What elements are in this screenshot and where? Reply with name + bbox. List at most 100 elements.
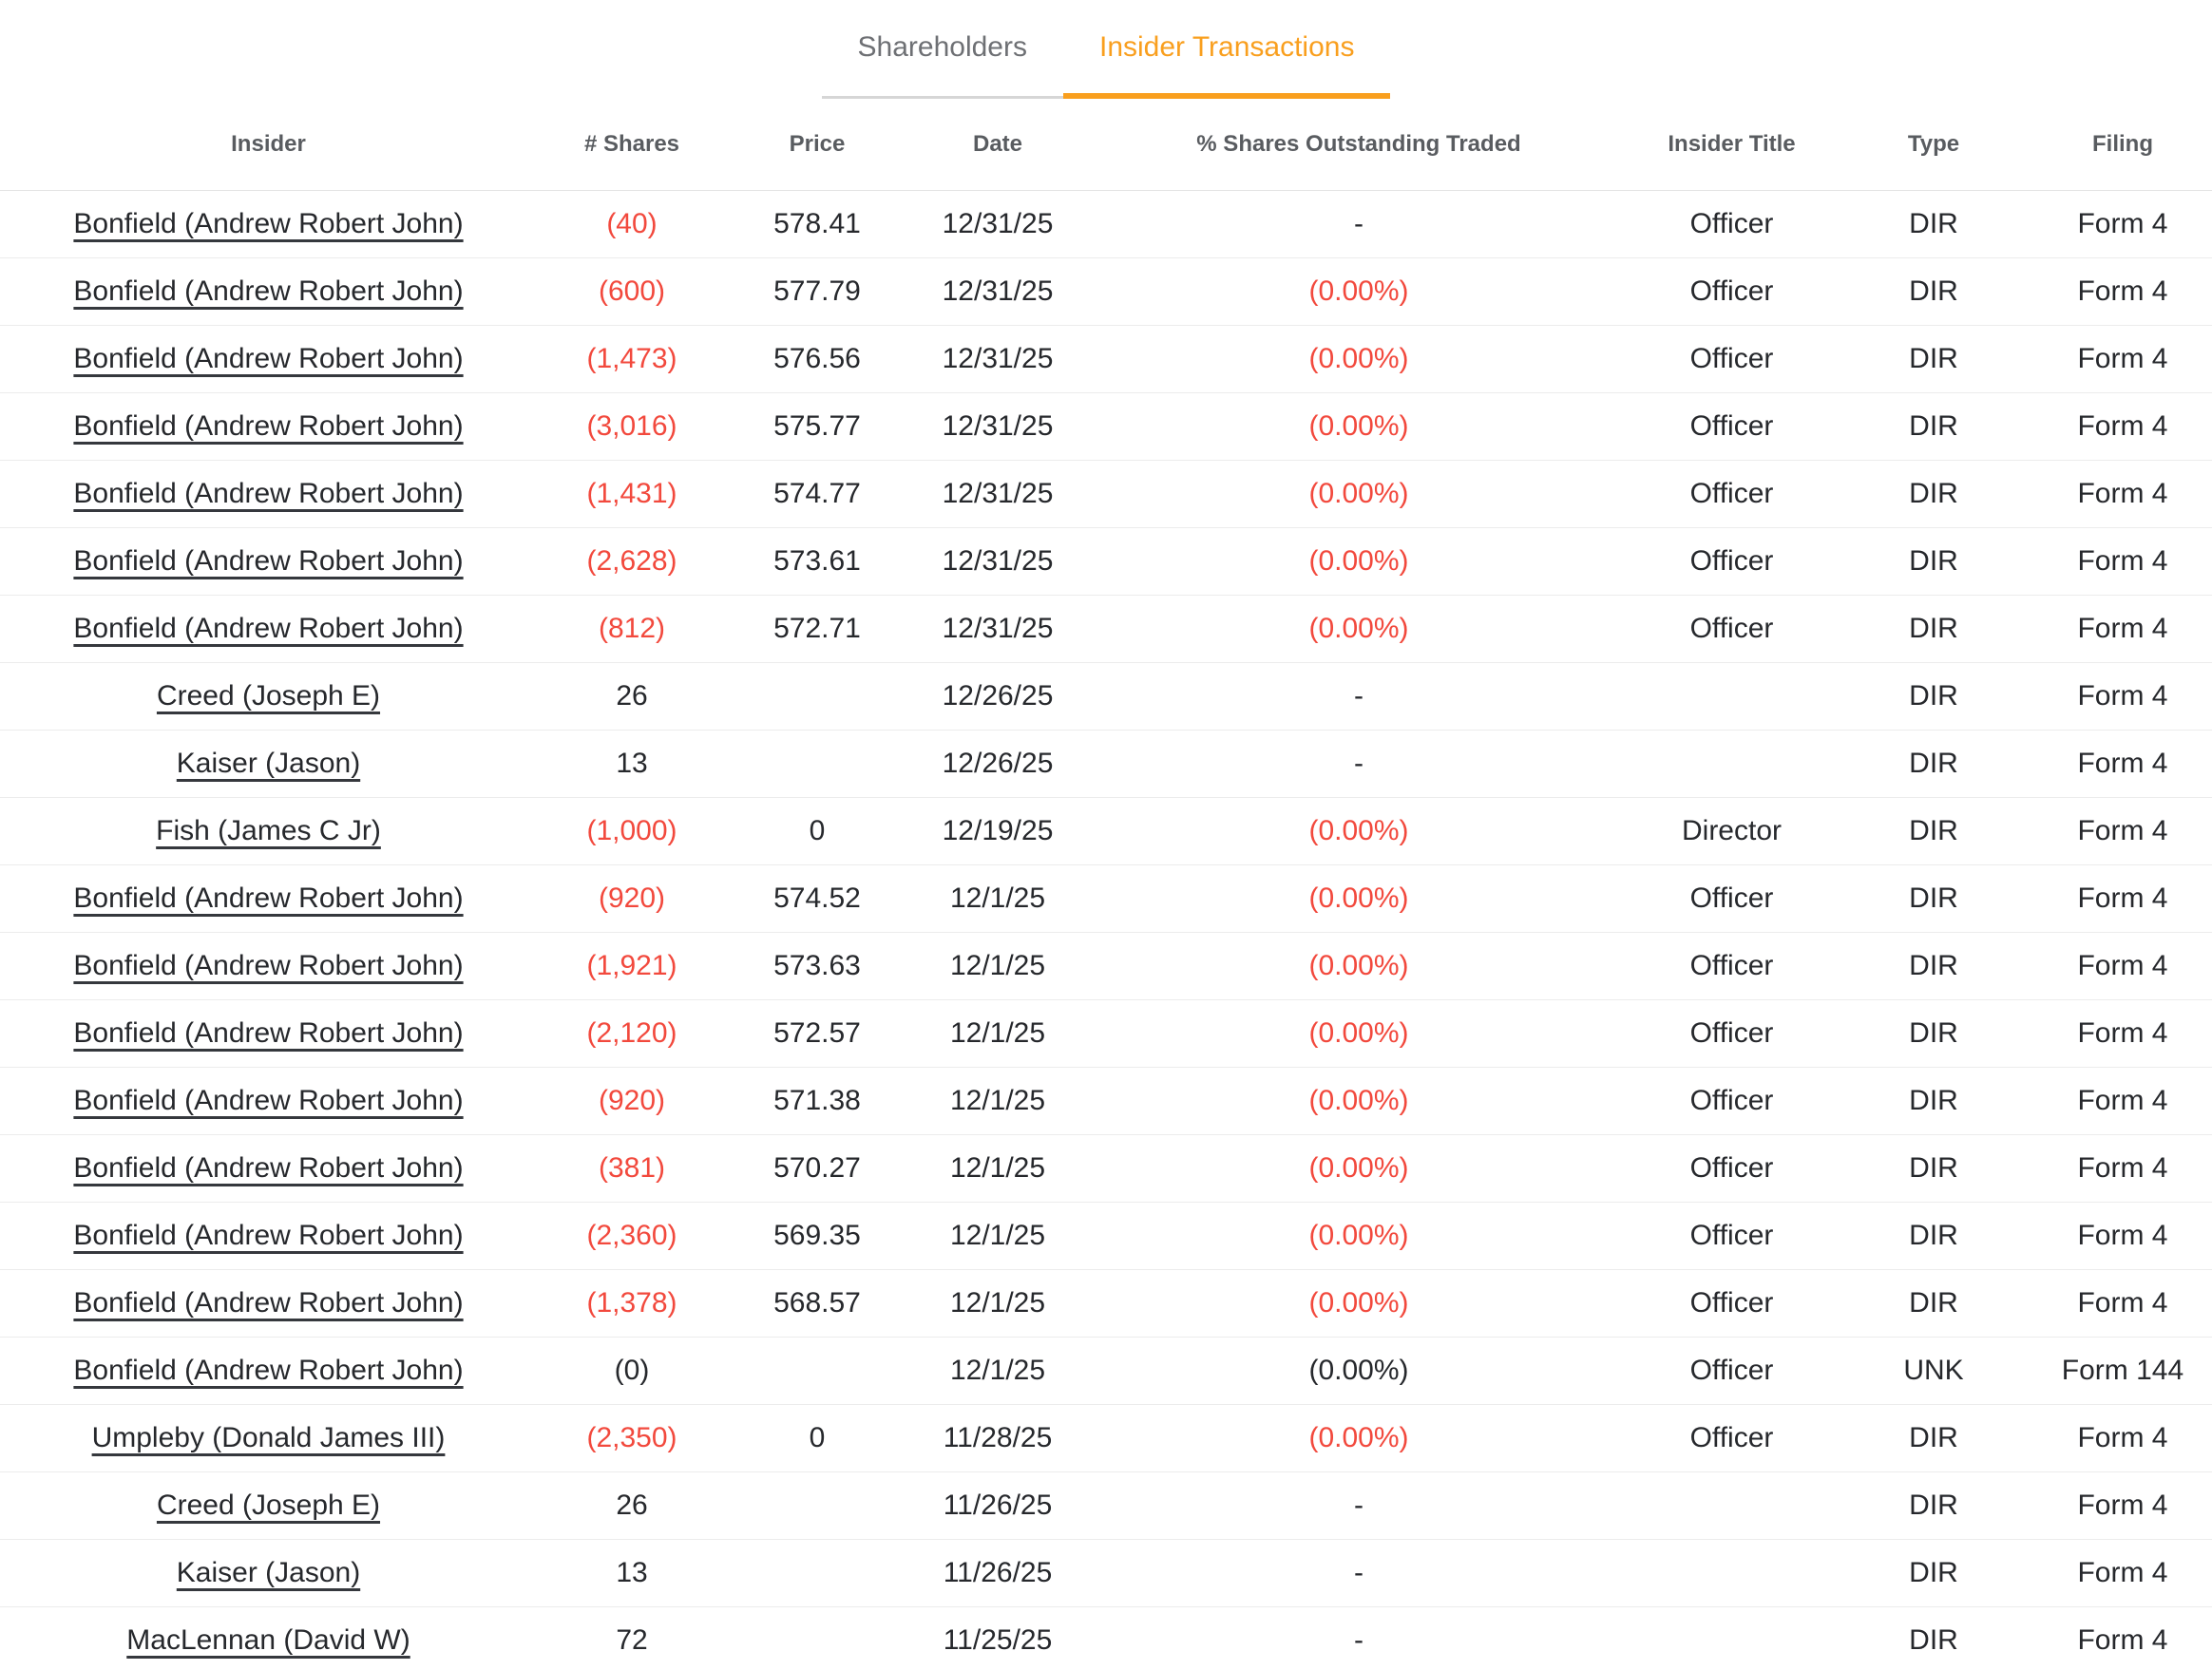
date-cell: 12/1/25 xyxy=(949,1152,1046,1184)
shares-cell: (40) xyxy=(606,208,658,239)
insider-link[interactable]: Creed (Joseph E) xyxy=(156,680,381,712)
date-cell: 12/1/25 xyxy=(949,1287,1046,1319)
insider-link[interactable]: Bonfield (Andrew Robert John) xyxy=(73,882,464,914)
price-cell: 0 xyxy=(809,1422,826,1453)
insider-cell: Creed (Joseph E) xyxy=(0,1490,537,1522)
insider-link[interactable]: Bonfield (Andrew Robert John) xyxy=(73,1287,464,1319)
insider-link[interactable]: Umpleby (Donald James III) xyxy=(91,1422,446,1453)
insider-link[interactable]: Bonfield (Andrew Robert John) xyxy=(73,613,464,644)
table-row: Bonfield (Andrew Robert John) (2,628) 57… xyxy=(0,528,2212,596)
column-header-insider: Insider xyxy=(231,131,306,157)
pct-outstanding-cell: (0.00%) xyxy=(1308,1287,1409,1319)
filing-cell: Form 4 xyxy=(2077,1287,2168,1319)
tab-shareholders[interactable]: Shareholders xyxy=(821,28,1063,99)
table-row: Bonfield (Andrew Robert John) (812) 572.… xyxy=(0,596,2212,663)
insider-cell: Umpleby (Donald James III) xyxy=(0,1422,537,1454)
date-cell: 12/26/25 xyxy=(942,748,1054,779)
date-cell: 11/26/25 xyxy=(943,1490,1053,1521)
insider-cell: Bonfield (Andrew Robert John) xyxy=(0,410,537,443)
table-row: Creed (Joseph E) 26 12/26/25 - DIR Form … xyxy=(0,663,2212,731)
shares-cell: (3,016) xyxy=(586,410,677,442)
insider-link[interactable]: Bonfield (Andrew Robert John) xyxy=(73,1220,464,1251)
table-row: Bonfield (Andrew Robert John) (40) 578.4… xyxy=(0,191,2212,258)
filing-cell: Form 4 xyxy=(2077,680,2168,712)
table-row: Bonfield (Andrew Robert John) (3,016) 57… xyxy=(0,393,2212,461)
insider-link[interactable]: Bonfield (Andrew Robert John) xyxy=(73,1152,464,1184)
insider-link[interactable]: Kaiser (Jason) xyxy=(176,1557,361,1588)
pct-outstanding-cell: (0.00%) xyxy=(1308,1355,1409,1386)
insider-link[interactable]: Creed (Joseph E) xyxy=(156,1490,381,1521)
date-cell: 12/31/25 xyxy=(942,275,1054,307)
type-cell: DIR xyxy=(1909,410,1958,442)
date-cell: 12/1/25 xyxy=(949,1355,1046,1386)
table-row: Creed (Joseph E) 26 11/26/25 - DIR Form … xyxy=(0,1472,2212,1540)
filing-cell: Form 4 xyxy=(2077,613,2168,644)
pct-outstanding-cell: (0.00%) xyxy=(1308,950,1409,981)
insider-link[interactable]: Bonfield (Andrew Robert John) xyxy=(73,478,464,509)
shares-cell: (2,120) xyxy=(586,1017,677,1049)
insider-link[interactable]: Bonfield (Andrew Robert John) xyxy=(73,410,464,442)
table-row: Bonfield (Andrew Robert John) (600) 577.… xyxy=(0,258,2212,326)
filing-cell: Form 4 xyxy=(2077,1220,2168,1251)
insider-title-cell: Director xyxy=(1681,815,1782,846)
insider-link[interactable]: Bonfield (Andrew Robert John) xyxy=(73,1085,464,1116)
filing-cell: Form 4 xyxy=(2077,343,2168,374)
date-cell: 11/28/25 xyxy=(943,1422,1053,1453)
insider-cell: Bonfield (Andrew Robert John) xyxy=(0,545,537,578)
type-cell: DIR xyxy=(1909,478,1958,509)
date-cell: 12/31/25 xyxy=(942,545,1054,577)
shares-cell: (2,628) xyxy=(586,545,677,577)
insider-link[interactable]: Bonfield (Andrew Robert John) xyxy=(73,208,464,239)
type-cell: DIR xyxy=(1909,1085,1958,1116)
type-cell: DIR xyxy=(1909,613,1958,644)
table-row: Bonfield (Andrew Robert John) (920) 574.… xyxy=(0,865,2212,933)
tab-insider-transactions[interactable]: Insider Transactions xyxy=(1062,28,1391,99)
insider-link[interactable]: Bonfield (Andrew Robert John) xyxy=(73,275,464,307)
pct-outstanding-cell: - xyxy=(1354,680,1363,712)
shares-cell: (1,921) xyxy=(586,950,677,981)
type-cell: DIR xyxy=(1909,1422,1958,1453)
insider-cell: Bonfield (Andrew Robert John) xyxy=(0,882,537,915)
type-cell: DIR xyxy=(1909,815,1958,846)
insider-cell: Bonfield (Andrew Robert John) xyxy=(0,1085,537,1117)
insider-cell: MacLennan (David W) xyxy=(0,1624,537,1657)
pct-outstanding-cell: - xyxy=(1354,1557,1363,1588)
insider-link[interactable]: MacLennan (David W) xyxy=(126,1624,410,1656)
shares-cell: 13 xyxy=(616,1557,648,1588)
pct-outstanding-cell: - xyxy=(1354,748,1363,779)
type-cell: DIR xyxy=(1909,748,1958,779)
insider-cell: Bonfield (Andrew Robert John) xyxy=(0,950,537,982)
table-row: Bonfield (Andrew Robert John) (1,921) 57… xyxy=(0,933,2212,1000)
insider-title-cell: Officer xyxy=(1689,1085,1774,1116)
insider-link[interactable]: Bonfield (Andrew Robert John) xyxy=(73,1355,464,1386)
table-row: Bonfield (Andrew Robert John) (1,378) 56… xyxy=(0,1270,2212,1338)
insider-link[interactable]: Fish (James C Jr) xyxy=(156,815,381,846)
table-row: Kaiser (Jason) 13 12/26/25 - DIR Form 4 xyxy=(0,731,2212,798)
insider-cell: Bonfield (Andrew Robert John) xyxy=(0,343,537,375)
date-cell: 12/1/25 xyxy=(949,1085,1046,1116)
date-cell: 12/31/25 xyxy=(942,478,1054,509)
table-row: Kaiser (Jason) 13 11/26/25 - DIR Form 4 xyxy=(0,1540,2212,1607)
pct-outstanding-cell: - xyxy=(1354,1490,1363,1521)
insider-link[interactable]: Bonfield (Andrew Robert John) xyxy=(73,1017,464,1049)
table-row: Bonfield (Andrew Robert John) (2,120) 57… xyxy=(0,1000,2212,1068)
insider-link[interactable]: Bonfield (Andrew Robert John) xyxy=(73,950,464,981)
price-cell: 572.71 xyxy=(773,613,861,644)
filing-cell: Form 4 xyxy=(2077,410,2168,442)
insider-title-cell: Officer xyxy=(1689,275,1774,307)
date-cell: 12/26/25 xyxy=(942,680,1054,712)
insider-link[interactable]: Bonfield (Andrew Robert John) xyxy=(73,343,464,374)
column-header-type: Type xyxy=(1907,131,1960,157)
shares-cell: (920) xyxy=(598,1085,666,1116)
insider-title-cell: Officer xyxy=(1689,1017,1774,1049)
pct-outstanding-cell: (0.00%) xyxy=(1308,1422,1409,1453)
type-cell: DIR xyxy=(1909,1287,1958,1319)
pct-outstanding-cell: (0.00%) xyxy=(1308,410,1409,442)
insider-title-cell: Officer xyxy=(1689,1220,1774,1251)
insider-link[interactable]: Bonfield (Andrew Robert John) xyxy=(73,545,464,577)
type-cell: DIR xyxy=(1909,343,1958,374)
insider-link[interactable]: Kaiser (Jason) xyxy=(176,748,361,779)
date-cell: 12/1/25 xyxy=(949,1017,1046,1049)
column-header-filing: Filing xyxy=(2092,131,2153,157)
shares-cell: 26 xyxy=(616,680,648,712)
